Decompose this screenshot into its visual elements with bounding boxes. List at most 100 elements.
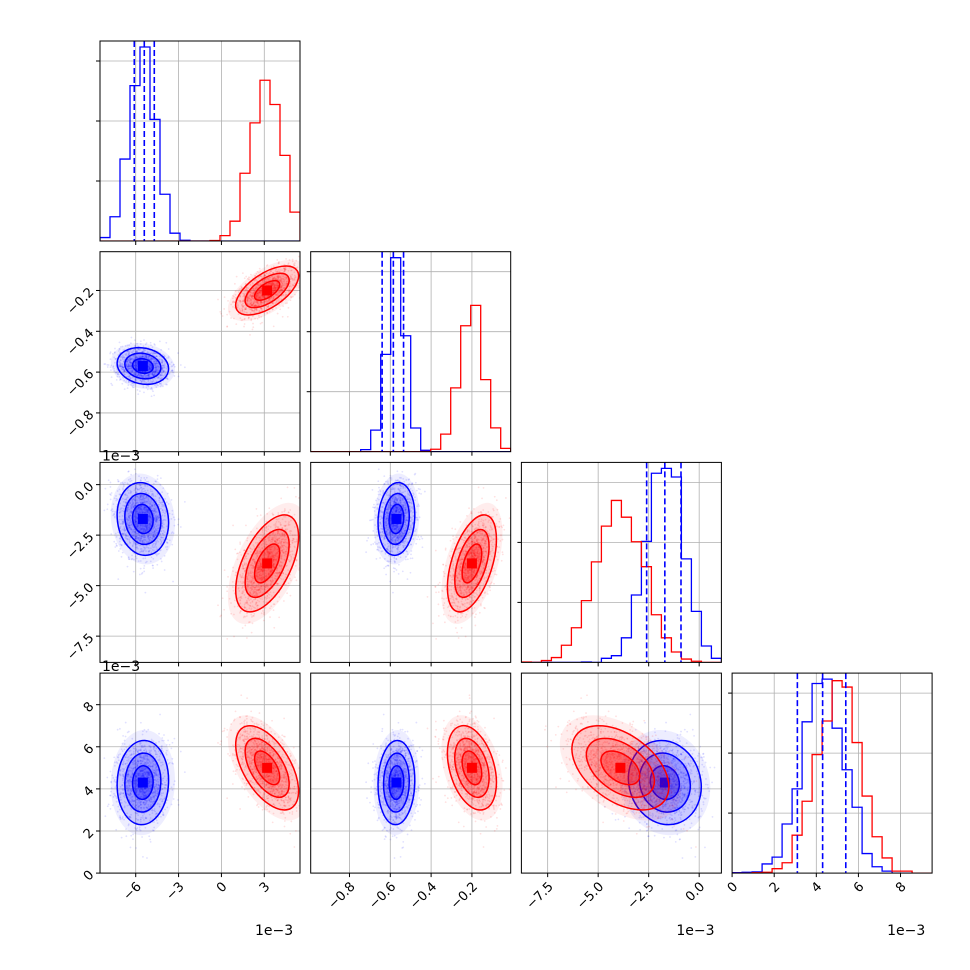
scatter-point (280, 277, 283, 280)
scatter-point (142, 350, 145, 353)
scatter-point (155, 367, 157, 370)
scatter-point (304, 533, 306, 535)
scatter-point (127, 364, 130, 367)
scatter-point (280, 285, 282, 288)
scatter-point (104, 363, 107, 365)
scatter-point (298, 286, 300, 289)
scatter-point (149, 358, 152, 361)
panel-2-0 (96, 461, 306, 667)
scatter-point (290, 296, 293, 299)
scatter-point (275, 284, 278, 287)
scatter-point (252, 297, 254, 300)
scatter-point (276, 276, 279, 278)
scatter-point (277, 276, 280, 279)
scatter-point (171, 369, 174, 372)
scatter-point (256, 309, 258, 312)
scatter-point (280, 281, 282, 284)
scatter-point (287, 269, 290, 272)
scatter-point (160, 348, 163, 351)
scatter-point (269, 284, 272, 286)
scatter-point (134, 361, 137, 364)
scatter-point (137, 372, 140, 375)
scatter-point (148, 355, 151, 358)
scatter-point (128, 361, 131, 364)
scatter-point (285, 280, 288, 283)
scatter-point (154, 369, 157, 372)
scatter-point (276, 286, 279, 289)
scatter-point (135, 379, 138, 382)
scatter-point (131, 386, 134, 389)
scatter-point (246, 286, 248, 289)
scatter-point (153, 362, 155, 365)
scatter-point (280, 286, 283, 289)
scatter-point (241, 627, 244, 629)
scatter-point (271, 277, 274, 280)
scatter-point (244, 308, 247, 310)
scatter-point (158, 367, 160, 370)
scatter-point (134, 373, 137, 376)
scatter-point (150, 344, 152, 347)
scatter-point (162, 374, 165, 377)
scatter-point (148, 355, 151, 358)
scatter-point (137, 373, 140, 376)
scatter-point (248, 297, 251, 300)
scatter-point (264, 274, 266, 277)
scatter-point (248, 297, 250, 300)
scatter-point (288, 285, 291, 288)
scatter-point (127, 351, 130, 354)
scatter-point (217, 298, 219, 301)
scatter-point (243, 293, 246, 296)
scatter-point (250, 309, 253, 312)
scatter-point (131, 370, 134, 373)
scatter-point (127, 358, 130, 361)
scatter-point (256, 293, 259, 296)
scatter-point (261, 301, 263, 304)
scatter-point (269, 270, 272, 273)
scatter-point (276, 292, 279, 294)
scatter-point (137, 355, 140, 358)
scatter-point (270, 269, 273, 272)
scatter-point (119, 365, 122, 368)
scatter-point (148, 367, 151, 369)
scatter-point (118, 348, 121, 351)
scatter-point (261, 302, 263, 304)
scatter-point (274, 284, 277, 287)
scatter-point (157, 369, 160, 372)
scatter-point (155, 370, 157, 373)
scatter-point (128, 367, 131, 370)
scatter-point (130, 351, 133, 354)
scatter-point (142, 374, 145, 377)
scatter-point (304, 280, 306, 282)
scatter-point (136, 368, 138, 371)
scatter-point (117, 350, 120, 352)
scatter-point (249, 284, 252, 287)
scatter-point (149, 352, 152, 355)
scatter-point (256, 295, 258, 298)
scatter-point (245, 290, 247, 292)
scatter-point (163, 366, 165, 369)
scatter-point (151, 357, 154, 360)
scatter-point (129, 365, 132, 368)
scatter-point (266, 311, 269, 314)
scatter-point (258, 290, 261, 293)
scatter-point (122, 370, 125, 373)
scatter-point (274, 293, 277, 296)
scatter-point (147, 364, 150, 366)
scatter-point (249, 312, 252, 315)
scatter-point (279, 288, 282, 291)
scatter-point (153, 360, 156, 363)
scatter-point (116, 368, 118, 371)
scatter-point (262, 295, 265, 298)
scatter-point (306, 280, 308, 282)
scatter-point (134, 344, 137, 347)
scatter-point (158, 355, 161, 358)
scatter-point (130, 369, 132, 372)
scatter-point (150, 358, 153, 360)
scatter-point (260, 301, 263, 304)
scatter-point (281, 315, 284, 318)
scatter-point (128, 375, 131, 378)
scatter-point (257, 302, 259, 304)
scatter-point (152, 378, 154, 381)
scatter-point (123, 369, 126, 372)
scatter-point (282, 286, 285, 289)
